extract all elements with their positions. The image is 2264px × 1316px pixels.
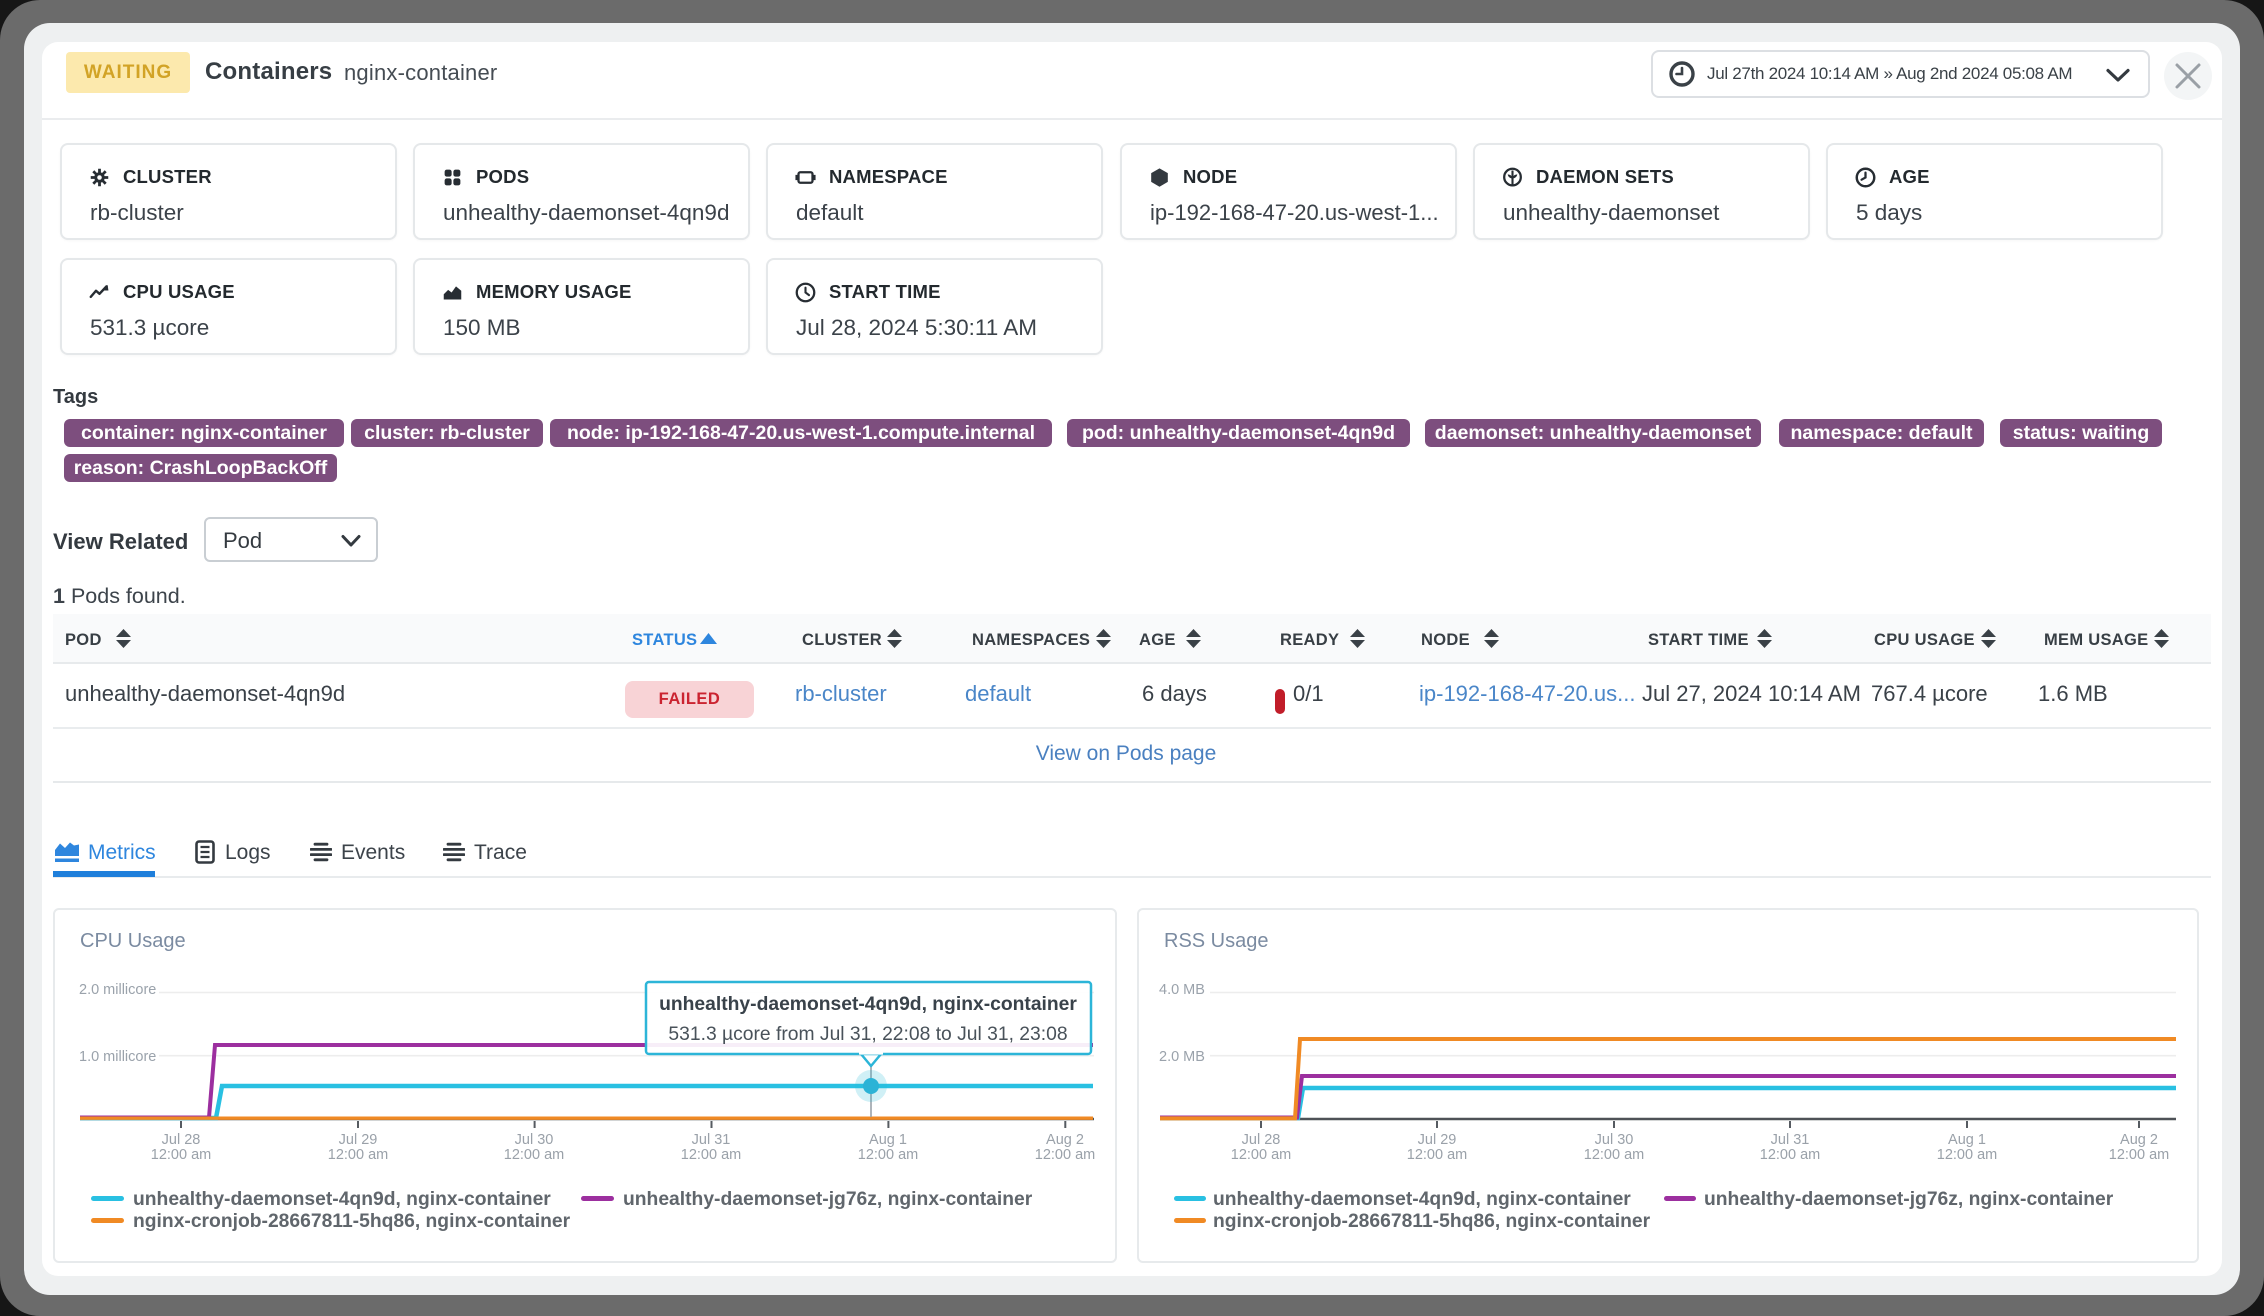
svg-text:531.3 µcore from Jul 31, 22:08: 531.3 µcore from Jul 31, 22:08 to Jul 31… <box>668 1024 1067 1045</box>
svg-text:12:00 am: 12:00 am <box>1407 1147 1467 1163</box>
svg-text:4.0 MB: 4.0 MB <box>1159 982 1205 998</box>
svg-text:Jul 30: Jul 30 <box>1595 1132 1634 1148</box>
svg-text:2.0 MB: 2.0 MB <box>1159 1049 1205 1065</box>
svg-text:12:00 am: 12:00 am <box>1760 1147 1820 1163</box>
svg-text:nginx-cronjob-28667811-5hq86,: nginx-cronjob-28667811-5hq86, nginx-cont… <box>133 1211 571 1232</box>
svg-text:1.0 millicore: 1.0 millicore <box>79 1049 156 1065</box>
svg-text:Jul 28: Jul 28 <box>1242 1132 1281 1148</box>
svg-text:12:00 am: 12:00 am <box>1231 1147 1291 1163</box>
svg-text:Jul 31: Jul 31 <box>692 1132 731 1148</box>
svg-text:12:00 am: 12:00 am <box>858 1147 918 1163</box>
svg-text:RSS Usage: RSS Usage <box>1164 930 1269 952</box>
svg-text:12:00 am: 12:00 am <box>1584 1147 1644 1163</box>
svg-text:unhealthy-daemonset-4qn9d, ngi: unhealthy-daemonset-4qn9d, nginx-contain… <box>1213 1189 1631 1210</box>
svg-text:Jul 29: Jul 29 <box>339 1132 378 1148</box>
svg-text:Jul 29: Jul 29 <box>1418 1132 1457 1148</box>
svg-text:nginx-cronjob-28667811-5hq86,: nginx-cronjob-28667811-5hq86, nginx-cont… <box>1213 1211 1651 1232</box>
svg-text:12:00 am: 12:00 am <box>328 1147 388 1163</box>
svg-text:Aug 1: Aug 1 <box>869 1132 907 1148</box>
svg-text:Jul 31: Jul 31 <box>1771 1132 1810 1148</box>
svg-text:CPU Usage: CPU Usage <box>80 930 186 952</box>
svg-text:Aug 2: Aug 2 <box>2120 1132 2158 1148</box>
svg-text:Jul 30: Jul 30 <box>515 1132 554 1148</box>
svg-text:unhealthy-daemonset-jg76z, ngi: unhealthy-daemonset-jg76z, nginx-contain… <box>623 1189 1033 1210</box>
svg-text:unhealthy-daemonset-4qn9d, ngi: unhealthy-daemonset-4qn9d, nginx-contain… <box>133 1189 551 1210</box>
svg-text:2.0 millicore: 2.0 millicore <box>79 982 156 998</box>
svg-text:12:00 am: 12:00 am <box>681 1147 741 1163</box>
svg-text:Jul 28: Jul 28 <box>162 1132 201 1148</box>
svg-text:12:00 am: 12:00 am <box>151 1147 211 1163</box>
svg-text:12:00 am: 12:00 am <box>2109 1147 2169 1163</box>
svg-text:Aug 1: Aug 1 <box>1948 1132 1986 1148</box>
svg-text:Aug 2: Aug 2 <box>1046 1132 1084 1148</box>
svg-text:unhealthy-daemonset-4qn9d, ngi: unhealthy-daemonset-4qn9d, nginx-contain… <box>659 994 1077 1015</box>
svg-text:unhealthy-daemonset-jg76z, ngi: unhealthy-daemonset-jg76z, nginx-contain… <box>1704 1189 2114 1210</box>
svg-text:12:00 am: 12:00 am <box>1937 1147 1997 1163</box>
svg-text:12:00 am: 12:00 am <box>1035 1147 1095 1163</box>
svg-text:12:00 am: 12:00 am <box>504 1147 564 1163</box>
